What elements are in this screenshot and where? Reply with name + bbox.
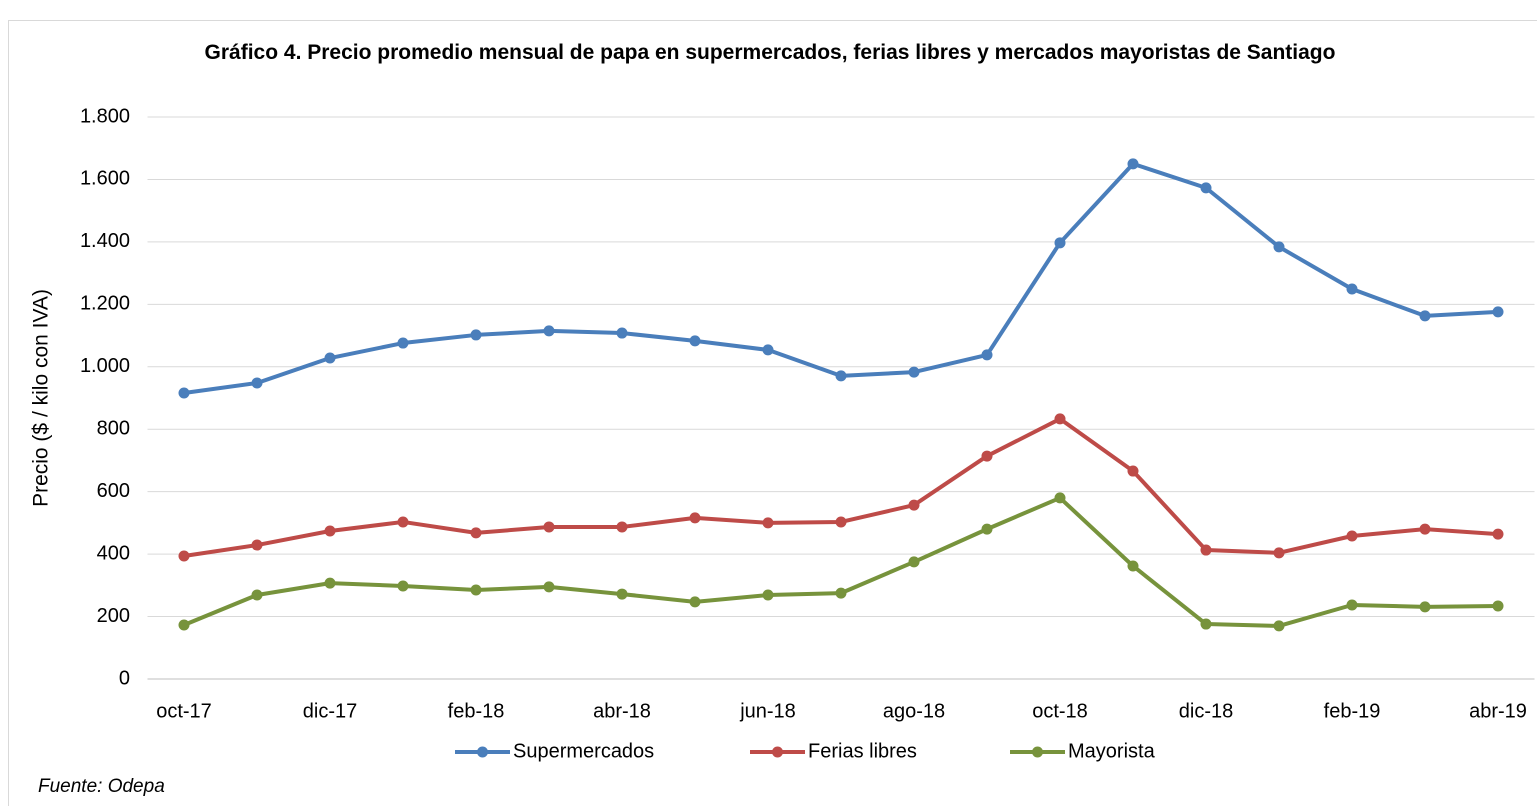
y-axis-label: Precio ($ / kilo con IVA) (30, 289, 53, 507)
legend-label: Mayorista (1068, 740, 1156, 762)
y-tick-label: 1.200 (80, 293, 130, 315)
x-tick-label: jun-18 (739, 700, 796, 722)
source-note: Fuente: Odepa (38, 776, 165, 797)
y-tick-label: 1.400 (80, 230, 130, 252)
x-tick-label: abr-19 (1469, 700, 1527, 722)
y-tick-label: 400 (97, 542, 130, 564)
series-line (178, 492, 1504, 632)
y-tick-label: 1.000 (80, 355, 130, 377)
y-tick-label: 1.600 (80, 168, 130, 190)
legend-marker (1032, 746, 1043, 758)
y-tick-label: 800 (97, 418, 130, 440)
y-tick-label: 1.800 (80, 105, 130, 127)
x-tick-label: dic-18 (1179, 700, 1233, 722)
x-tick-label: feb-19 (1324, 700, 1381, 722)
y-tick-label: 0 (119, 667, 130, 689)
legend-label: Ferias libres (808, 740, 917, 762)
y-tick-label: 200 (97, 605, 130, 627)
x-tick-label: abr-18 (593, 700, 651, 722)
x-tick-label: oct-17 (156, 700, 212, 722)
legend-marker (477, 746, 488, 758)
x-tick-label: ago-18 (883, 700, 945, 722)
chart-border (8, 20, 1537, 806)
legend-marker (772, 746, 783, 758)
x-tick-label: oct-18 (1032, 700, 1088, 722)
y-tick-label: 600 (97, 480, 130, 502)
x-tick-label: feb-18 (448, 700, 505, 722)
x-tick-label: dic-17 (303, 700, 357, 722)
chart-title: Gráfico 4. Precio promedio mensual de pa… (204, 41, 1336, 64)
series-line (178, 158, 1504, 399)
legend-label: Supermercados (513, 740, 654, 762)
series-line (178, 413, 1504, 562)
